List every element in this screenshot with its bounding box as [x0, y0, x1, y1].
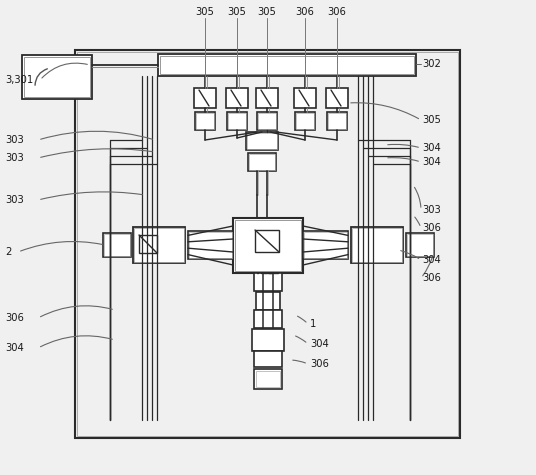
- Bar: [351, 227, 403, 263]
- Text: 3,301: 3,301: [5, 75, 33, 85]
- Bar: [233, 218, 303, 273]
- Bar: [195, 112, 215, 130]
- Bar: [252, 329, 284, 351]
- Bar: [189, 232, 232, 258]
- Bar: [235, 220, 301, 271]
- Text: 306: 306: [327, 7, 346, 17]
- Bar: [256, 292, 280, 310]
- Text: 1: 1: [310, 319, 316, 329]
- Bar: [194, 88, 216, 108]
- Text: 306: 306: [422, 273, 441, 283]
- Text: 304: 304: [422, 255, 441, 265]
- Bar: [133, 227, 185, 263]
- Text: 306: 306: [295, 7, 315, 17]
- Bar: [22, 55, 92, 99]
- Bar: [139, 235, 157, 253]
- Bar: [352, 228, 402, 262]
- Text: 305: 305: [228, 7, 247, 17]
- Text: 304: 304: [310, 339, 329, 349]
- Bar: [24, 57, 90, 97]
- Bar: [227, 112, 247, 130]
- Bar: [226, 88, 248, 108]
- Bar: [248, 153, 276, 171]
- Bar: [75, 50, 460, 438]
- Bar: [326, 88, 348, 108]
- Bar: [303, 231, 348, 259]
- Text: 303: 303: [5, 135, 24, 145]
- Bar: [103, 233, 131, 257]
- Text: 303: 303: [5, 153, 24, 163]
- Bar: [158, 54, 416, 76]
- Bar: [254, 369, 282, 389]
- Bar: [249, 154, 275, 170]
- Text: 303: 303: [5, 195, 24, 205]
- Bar: [247, 133, 277, 149]
- Bar: [196, 113, 214, 129]
- Bar: [228, 113, 246, 129]
- Bar: [104, 234, 130, 256]
- Bar: [295, 112, 315, 130]
- Bar: [406, 233, 434, 257]
- Text: 306: 306: [422, 223, 441, 233]
- Bar: [256, 88, 278, 108]
- Bar: [188, 231, 233, 259]
- Text: 304: 304: [422, 157, 441, 167]
- Bar: [254, 351, 282, 367]
- Text: 305: 305: [196, 7, 214, 17]
- Text: 305: 305: [258, 7, 277, 17]
- Bar: [304, 232, 347, 258]
- Bar: [328, 113, 346, 129]
- Bar: [254, 310, 282, 328]
- Bar: [407, 234, 433, 256]
- Bar: [294, 88, 316, 108]
- Text: 305: 305: [422, 115, 441, 125]
- Bar: [257, 112, 277, 130]
- Bar: [246, 132, 278, 150]
- Text: 2: 2: [5, 247, 11, 257]
- Bar: [327, 112, 347, 130]
- Bar: [77, 52, 458, 436]
- Bar: [134, 228, 184, 262]
- Text: 302: 302: [422, 59, 441, 69]
- Text: 304: 304: [422, 143, 441, 153]
- Bar: [296, 113, 314, 129]
- Text: 306: 306: [5, 313, 24, 323]
- Text: 304: 304: [5, 343, 24, 353]
- Bar: [160, 56, 414, 74]
- Text: 303: 303: [422, 205, 441, 215]
- Bar: [258, 113, 276, 129]
- Bar: [254, 273, 282, 291]
- Bar: [256, 371, 280, 387]
- Bar: [255, 230, 279, 252]
- Text: 306: 306: [310, 359, 329, 369]
